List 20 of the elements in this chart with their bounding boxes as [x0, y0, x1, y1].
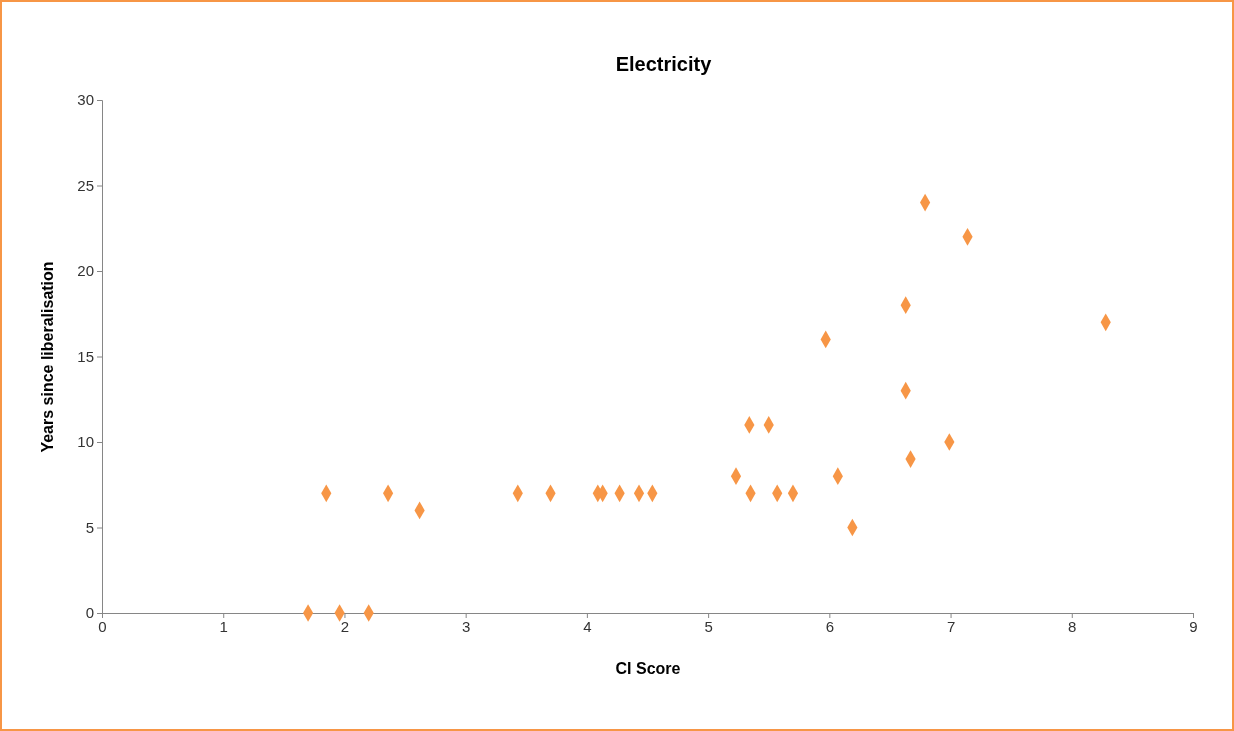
y-tick-label: 5	[85, 518, 94, 536]
x-tick-label: 4	[583, 617, 592, 635]
x-tick-label: 3	[461, 617, 471, 635]
x-tick-label: 8	[1068, 617, 1077, 635]
y-tick-label: 30	[77, 91, 94, 109]
x-tick-label: 7	[946, 617, 956, 635]
y-tick-label: 25	[77, 176, 94, 194]
y-tick-label: 0	[85, 604, 94, 622]
x-tick-label: 1	[219, 617, 228, 635]
x-tick-label: 6	[825, 617, 835, 635]
x-tick-label: 2	[340, 617, 350, 635]
chart-title: Electricity	[615, 53, 713, 75]
x-tick-label: 0	[98, 617, 107, 635]
y-tick-label: 20	[77, 262, 94, 280]
y-tick-label: 10	[77, 433, 94, 451]
x-tick-label: 5	[704, 617, 713, 635]
x-tick-label: 9	[1189, 617, 1198, 635]
y-axis-title: Years since liberalisation	[39, 261, 56, 453]
y-tick-label: 15	[77, 347, 94, 365]
x-axis-title: CI Score	[615, 660, 681, 677]
